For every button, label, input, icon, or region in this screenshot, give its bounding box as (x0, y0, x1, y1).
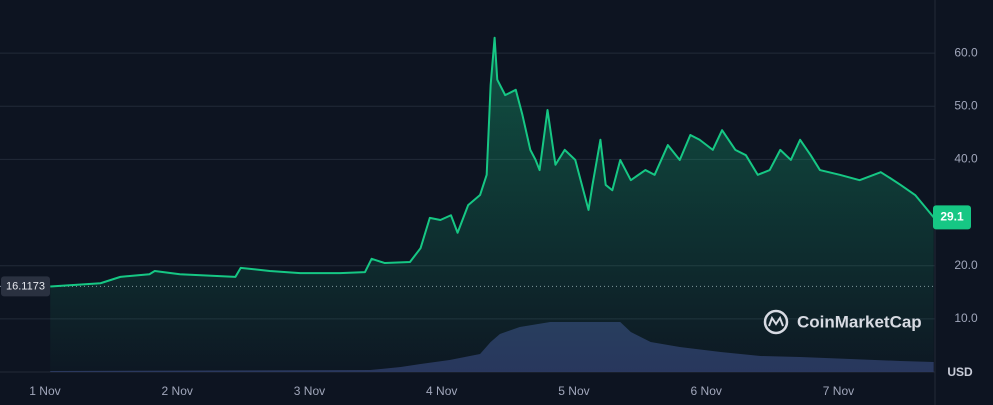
price-line (50, 36, 935, 288)
x-tick-label: 7 Nov (823, 384, 854, 398)
x-tick-label: 3 Nov (294, 384, 325, 398)
x-tick-label: 2 Nov (162, 384, 193, 398)
current-price-badge (933, 205, 971, 230)
x-tick-label: 1 Nov (29, 384, 60, 398)
y-tick-label: 10.0 (954, 311, 978, 325)
y-tick-label: 40.0 (954, 152, 978, 166)
current-price-label: 29.1 (940, 210, 964, 224)
x-tick-label: 6 Nov (691, 384, 722, 398)
price-area (50, 37, 934, 372)
logo-icon (763, 309, 789, 335)
x-tick-label: 5 Nov (558, 384, 589, 398)
x-tick-label: 4 Nov (426, 384, 457, 398)
start-price-badge (1, 276, 50, 297)
y-tick-label: 60.0 (954, 45, 978, 59)
y-tick-label: 20.0 (954, 258, 978, 272)
currency: USD (947, 365, 973, 379)
logo-mark (768, 315, 784, 327)
y-tick-label: 50.0 (954, 98, 978, 112)
brand-name: CoinMarketCap (797, 312, 922, 331)
start-price-label: 16.1173 (6, 280, 45, 292)
brand-logo: CoinMarketCap (763, 309, 922, 335)
